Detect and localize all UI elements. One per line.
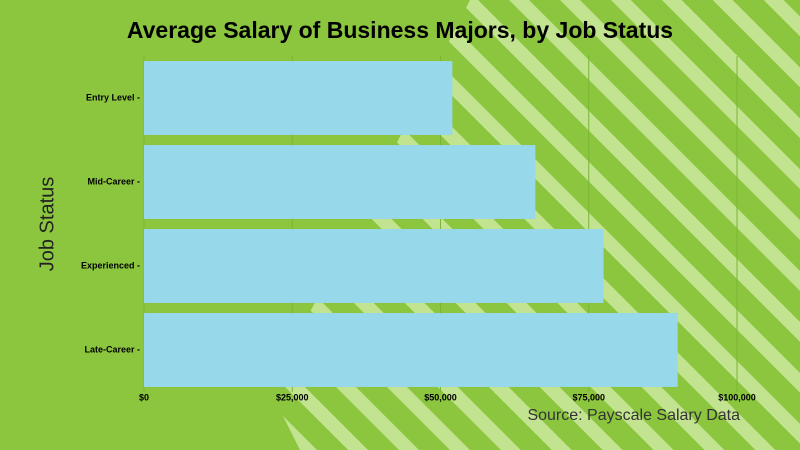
y-axis-label: Job Status	[36, 177, 58, 272]
bar	[144, 313, 678, 387]
y-tick-label: Mid-Career -	[87, 176, 140, 186]
source-note: Source: Payscale Salary Data	[527, 407, 740, 424]
bar	[144, 61, 453, 135]
y-tick-label: Late-Career -	[84, 344, 140, 354]
bar	[144, 229, 604, 303]
chart-title: Average Salary of Business Majors, by Jo…	[127, 17, 673, 43]
bar	[144, 145, 536, 219]
x-tick-label: $50,000	[424, 392, 457, 402]
y-tick-label: Entry Level -	[86, 92, 140, 102]
x-tick-label: $0	[139, 392, 149, 402]
x-tick-label: $100,000	[718, 392, 756, 402]
x-tick-label: $75,000	[572, 392, 605, 402]
x-tick-label: $25,000	[276, 392, 309, 402]
y-tick-label: Experienced -	[81, 260, 140, 270]
